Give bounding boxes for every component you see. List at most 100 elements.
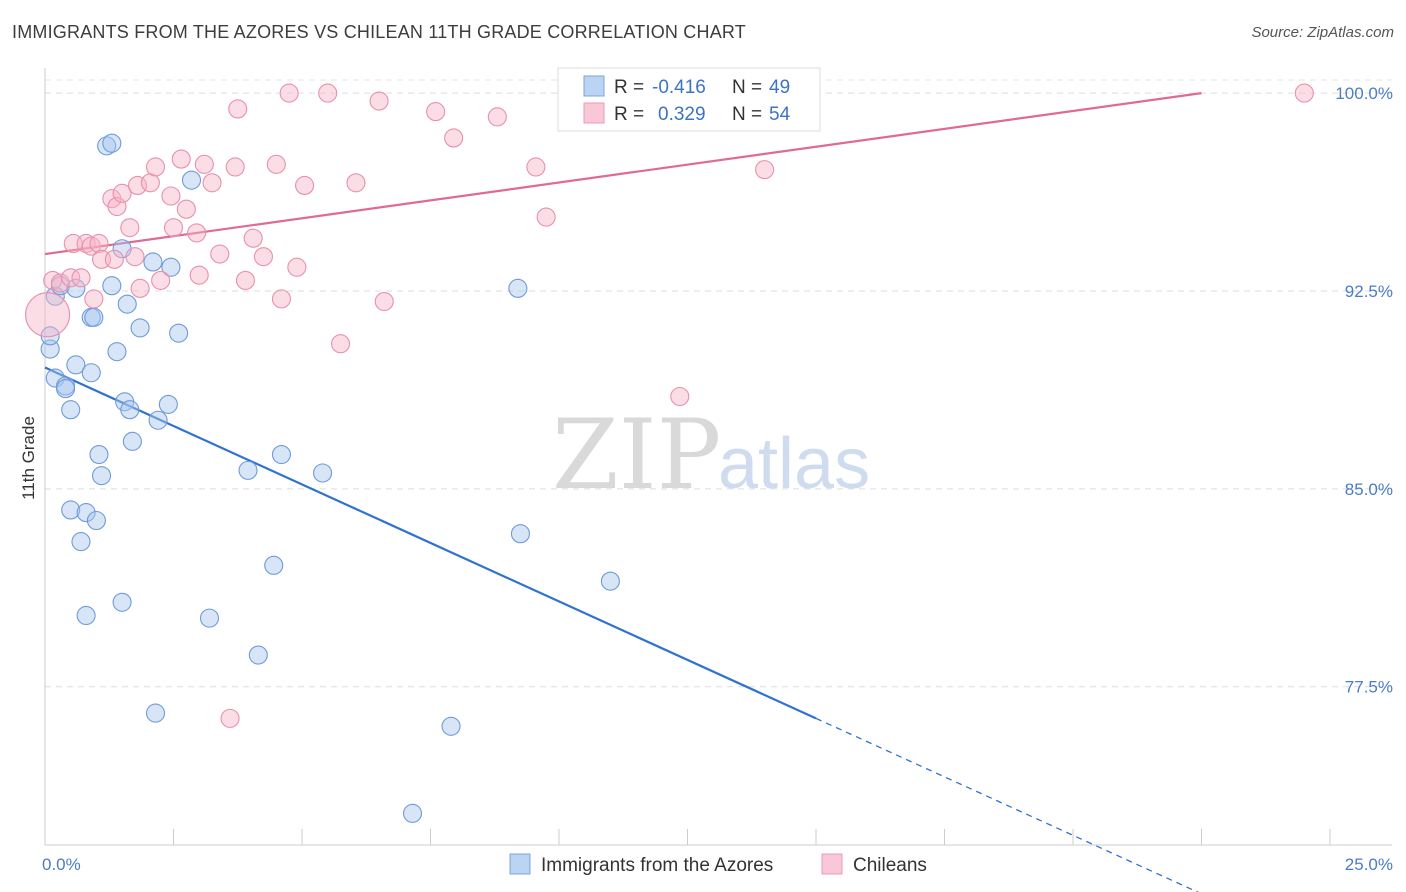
- point-azores-10: [66, 278, 86, 298]
- data-points: [25, 83, 1314, 823]
- x-tick-labels: 0.0% 25.0%: [42, 855, 1393, 874]
- y-tick-label-3: 100.0%: [1335, 84, 1393, 103]
- point-chileans-47: [426, 102, 446, 122]
- point-chileans-53: [755, 160, 775, 180]
- bottom-legend: Immigrants from the Azores Chileans: [509, 853, 927, 876]
- point-azores-31: [143, 252, 163, 272]
- point-chileans-35: [243, 228, 263, 248]
- x-tick-label-0: 0.0%: [42, 855, 81, 874]
- point-azores-18: [89, 444, 109, 465]
- point-azores-34: [158, 394, 178, 414]
- watermark-atlas: atlas: [718, 424, 870, 504]
- point-chileans-8: [84, 289, 104, 309]
- point-chileans-2: [50, 273, 70, 293]
- legend-n-value-1: 49: [769, 77, 790, 98]
- trend-line-chileans: [44, 92, 1202, 256]
- y-tick-label-0: 77.5%: [1345, 678, 1393, 697]
- point-chileans-36: [253, 247, 274, 267]
- x-tick-label-1: 25.0%: [1345, 855, 1393, 874]
- point-chileans-x1: [1294, 83, 1314, 103]
- point-chileans-39: [279, 83, 299, 103]
- point-chileans-28: [194, 154, 214, 174]
- point-chileans-24: [171, 149, 191, 169]
- point-azores-0: [40, 339, 60, 359]
- point-azores-33: [148, 410, 168, 430]
- point-azores-45: [441, 716, 461, 736]
- point-chileans-49: [487, 107, 507, 127]
- point-chileans-44: [346, 173, 366, 193]
- grid-lines: [45, 79, 1392, 688]
- point-chileans-26: [187, 223, 207, 243]
- point-chileans-19: [140, 173, 160, 193]
- trend-line-azores: [44, 366, 817, 720]
- point-azores-42: [271, 444, 291, 465]
- point-chileans-23: [163, 218, 184, 238]
- point-azores-30: [130, 318, 150, 338]
- point-chileans-29: [202, 173, 222, 193]
- point-chileans-9: [89, 233, 109, 254]
- point-azores-28: [120, 400, 140, 420]
- point-azores-9: [66, 355, 86, 375]
- point-azores-41: [264, 555, 284, 575]
- point-azores-8: [61, 500, 81, 520]
- point-azores-27: [117, 294, 137, 314]
- point-chileans-37: [266, 154, 286, 174]
- point-azores-14: [81, 363, 101, 383]
- point-chileans-32: [225, 157, 245, 177]
- point-chileans-45: [369, 91, 389, 111]
- trend-lines: [44, 92, 1202, 892]
- point-chileans-41: [295, 175, 315, 195]
- point-azores-20: [97, 136, 117, 156]
- point-chileans-18: [130, 278, 150, 298]
- point-chileans-43: [330, 334, 351, 354]
- point-azores-13: [76, 605, 96, 626]
- point-azores-29: [122, 431, 142, 451]
- y-axis-label: 11th Grade: [19, 416, 38, 500]
- point-azores-48: [600, 571, 620, 591]
- point-azores-23: [107, 342, 127, 362]
- point-azores-47: [510, 524, 531, 544]
- point-azores-24: [112, 592, 132, 612]
- point-chileans-7: [81, 236, 101, 256]
- point-chileans-15: [120, 218, 140, 238]
- point-chileans-0: [25, 292, 71, 338]
- point-chileans-3: [61, 268, 81, 288]
- trend-line-azores-extension: [815, 717, 1200, 892]
- point-chileans-31: [220, 708, 240, 728]
- point-azores-40: [248, 645, 268, 665]
- point-azores-36: [169, 323, 189, 343]
- point-azores-6: [56, 379, 76, 399]
- point-chileans-25: [176, 199, 196, 219]
- point-azores-46: [508, 278, 528, 298]
- source-credit: Source: ZipAtlas.com: [1251, 24, 1394, 41]
- legend-swatch-chileans: [583, 102, 605, 124]
- point-chileans-12: [104, 249, 124, 269]
- point-azores-22: [102, 276, 122, 296]
- legend-r-value-2: 0.329: [658, 104, 706, 125]
- legend-r-label-1: R =: [614, 77, 644, 98]
- point-chileans-14: [112, 183, 132, 203]
- point-chileans-50: [526, 157, 546, 177]
- legend-swatch-azores: [583, 75, 605, 97]
- point-chileans-42: [318, 83, 338, 103]
- point-chileans-46: [374, 291, 394, 312]
- point-chileans-20: [145, 157, 166, 177]
- point-chileans-21: [151, 270, 171, 290]
- point-azores-37: [181, 170, 202, 190]
- point-azores-38: [199, 608, 220, 628]
- point-chileans-34: [235, 270, 256, 290]
- point-azores-43: [313, 463, 333, 483]
- point-chileans-33: [228, 99, 248, 119]
- legend-box: R = -0.416 N = 49 R = 0.329 N = 54: [557, 67, 821, 132]
- point-azores-35: [161, 257, 181, 277]
- y-tick-label-1: 85.0%: [1345, 480, 1393, 499]
- point-chileans-27: [189, 265, 209, 285]
- legend-r-value-1: -0.416: [652, 77, 706, 98]
- legend-n-label-2: N =: [732, 104, 762, 125]
- point-chileans-40: [287, 257, 307, 277]
- point-azores-7: [61, 400, 81, 420]
- point-azores-19: [91, 466, 112, 486]
- point-chileans-30: [210, 244, 230, 264]
- legend-n-value-2: 54: [769, 104, 791, 125]
